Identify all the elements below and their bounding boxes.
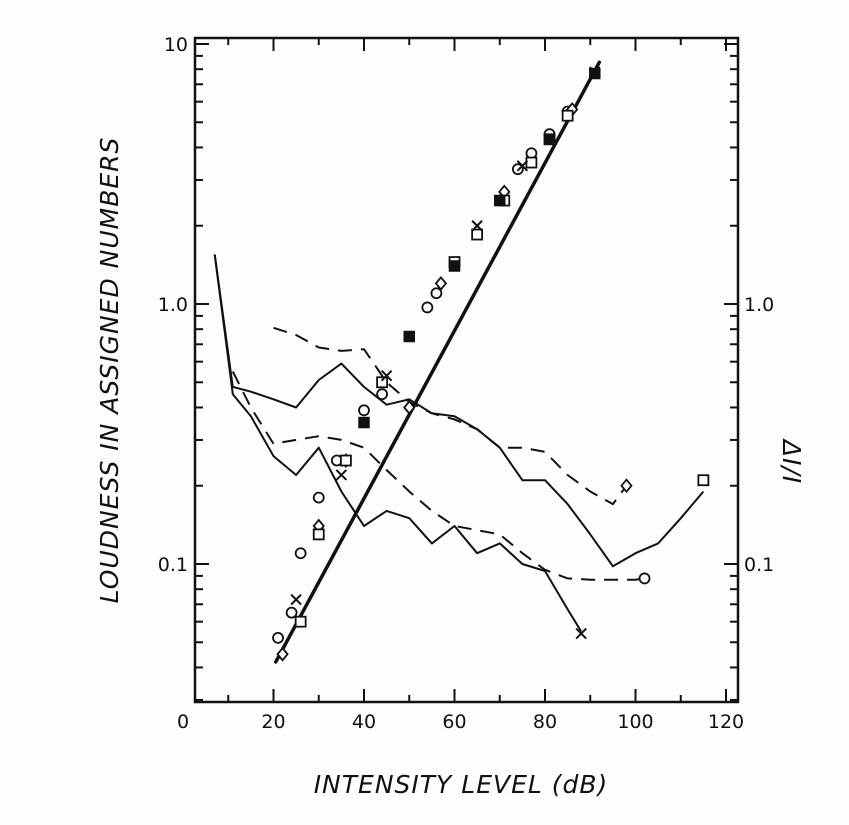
x-marker bbox=[471, 220, 483, 232]
filled-square-marker bbox=[543, 133, 556, 146]
y-tick-label: 10 bbox=[164, 34, 188, 56]
x-marker bbox=[335, 469, 348, 481]
square-marker bbox=[312, 528, 325, 541]
diamond-marker bbox=[434, 276, 448, 291]
tick-marks bbox=[195, 38, 738, 702]
circle-marker bbox=[376, 388, 389, 401]
y2-axis-label: ΔI/I bbox=[777, 438, 806, 484]
x-axis-label: INTENSITY LEVEL (dB) bbox=[314, 770, 609, 799]
x-tick-label: 80 bbox=[533, 711, 557, 733]
square-marker bbox=[697, 474, 710, 487]
filled-square-marker bbox=[494, 194, 506, 207]
plot-frame bbox=[193, 36, 740, 704]
y-tick-label: 0.1 bbox=[158, 554, 188, 576]
square-marker bbox=[339, 454, 352, 467]
x-tick-label: 0 bbox=[177, 711, 189, 733]
x-tick-label: 120 bbox=[708, 711, 744, 733]
diamond-marker bbox=[276, 646, 289, 662]
loudness-fit bbox=[274, 60, 602, 664]
y-axis-label: LOUDNESS IN ASSIGNED NUMBERS bbox=[95, 137, 124, 604]
filled-square-marker bbox=[589, 67, 601, 80]
circle-marker bbox=[272, 631, 284, 644]
square-marker bbox=[376, 376, 389, 389]
circle-marker bbox=[312, 491, 325, 504]
x-tick-label: 20 bbox=[261, 711, 285, 733]
x-marker bbox=[516, 160, 529, 172]
circle-marker bbox=[294, 547, 307, 560]
y-tick-label: 1.0 bbox=[158, 294, 188, 316]
delta-i-dashed-curve bbox=[273, 326, 628, 506]
delta-i-solid-curve bbox=[213, 254, 705, 568]
square-marker bbox=[294, 615, 307, 628]
circle-marker bbox=[358, 404, 370, 417]
square-marker bbox=[471, 228, 484, 241]
circle-marker bbox=[421, 301, 434, 314]
x-marker bbox=[589, 66, 601, 78]
data-markers bbox=[272, 66, 710, 662]
diamond-marker bbox=[403, 400, 416, 415]
x-tick-label: 60 bbox=[442, 711, 466, 733]
x-marker bbox=[290, 593, 302, 606]
tick-labels: 0 20 40 60 80 100 120 10 1.0 0.1 1.0 0.1 bbox=[158, 34, 774, 733]
filled-square-marker bbox=[358, 416, 370, 429]
circle-marker bbox=[285, 606, 298, 619]
x-marker bbox=[575, 627, 587, 640]
x-tick-label: 40 bbox=[352, 711, 376, 733]
diamond-marker bbox=[620, 478, 633, 494]
loudness-fit-line bbox=[274, 60, 602, 664]
circle-marker bbox=[638, 572, 651, 585]
delta-i-solid-curve bbox=[213, 254, 583, 633]
square-marker bbox=[525, 156, 538, 169]
y2-tick-label: 1.0 bbox=[744, 294, 774, 316]
filled-square-marker bbox=[403, 330, 415, 343]
delta-i-dashed-curve bbox=[231, 371, 645, 581]
x-tick-label: 100 bbox=[617, 711, 653, 733]
circle-marker bbox=[430, 287, 443, 300]
delta-i-curves bbox=[213, 254, 705, 633]
x-marker bbox=[380, 369, 393, 382]
y2-tick-label: 0.1 bbox=[744, 554, 774, 576]
filled-square-marker bbox=[448, 260, 461, 272]
square-marker bbox=[561, 109, 574, 122]
